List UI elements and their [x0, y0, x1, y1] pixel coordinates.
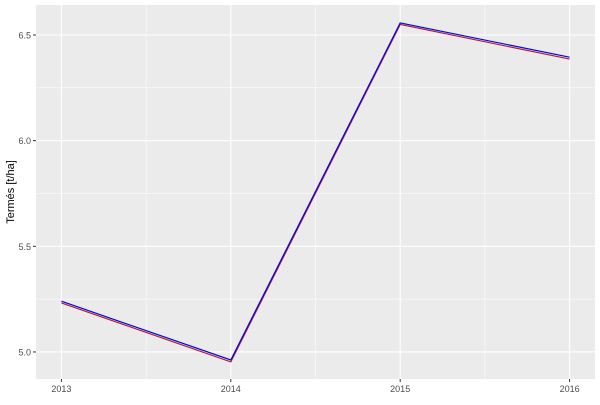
y-tick-label: 5.5: [18, 242, 31, 252]
x-tick-label: 2013: [51, 384, 71, 394]
x-tick-label: 2015: [390, 384, 410, 394]
series-line-2: [61, 22, 570, 361]
series-lines: [61, 22, 570, 363]
y-tick-label: 6.5: [18, 31, 31, 41]
y-tick-label: 5.0: [18, 347, 31, 357]
x-tick-label: 2016: [560, 384, 580, 394]
x-tick-label: 2014: [221, 384, 241, 394]
y-tick-label: 6.0: [18, 136, 31, 146]
gridlines: [36, 5, 595, 379]
axes: 5.0 5.5 6.0 6.5 2013 2014 2015 2016: [18, 31, 579, 394]
y-axis-label: Termés [t/ha]: [5, 160, 17, 224]
series-line-1: [61, 23, 570, 363]
